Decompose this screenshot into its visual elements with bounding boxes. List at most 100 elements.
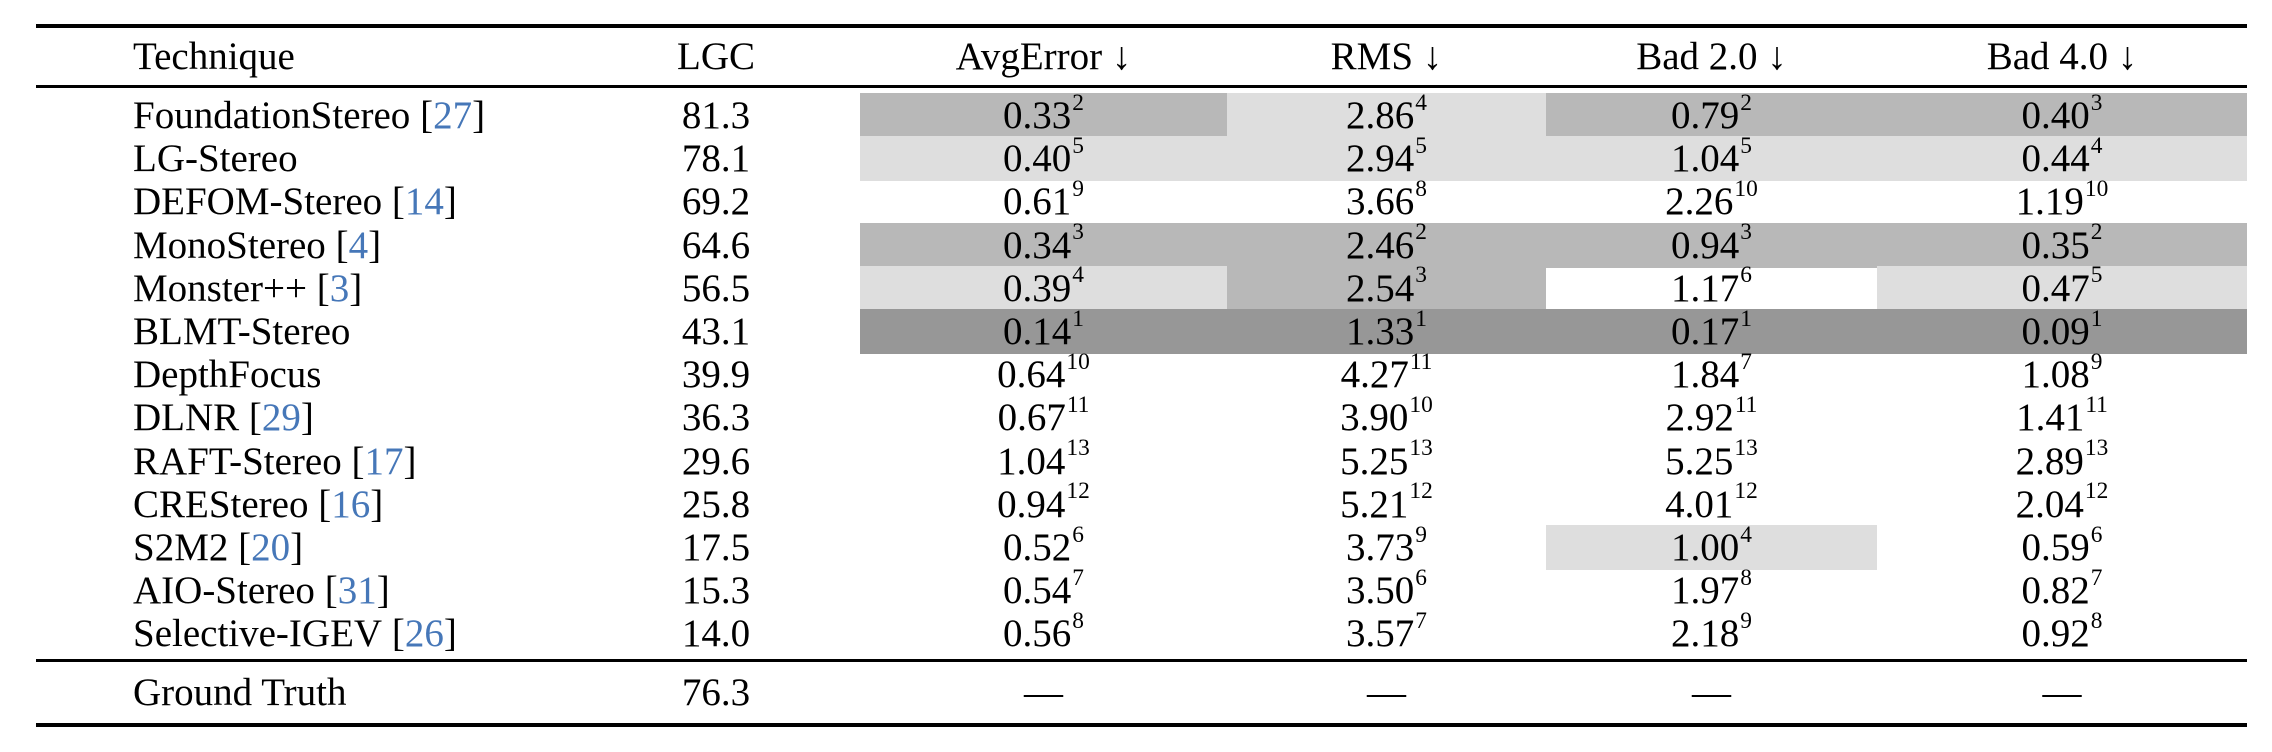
lgc-cell: 17.5 <box>681 525 751 569</box>
metric-value: 1.19 <box>2015 180 2084 224</box>
citation-bracket: [ <box>306 266 330 310</box>
citation-bracket: [ <box>239 396 262 440</box>
metric-cell: 0.82 7 <box>2021 564 2103 613</box>
metric-cell: 0.64 10 <box>997 348 1090 397</box>
metric-cell: 5.25 13 <box>1340 435 1433 483</box>
metric-cell: 5.21 12 <box>1340 478 1433 526</box>
metric-value: 0.40 <box>1003 137 1072 181</box>
metric-value: 0.09 <box>2021 309 2090 353</box>
citation-link[interactable]: 3 <box>329 266 350 310</box>
technique-cell: AIO-Stereo [31] <box>36 568 572 613</box>
metric-value: 3.66 <box>1346 180 1415 224</box>
technique-name: LG-Stereo <box>133 137 298 181</box>
column-header-lgc: LGC <box>677 35 755 78</box>
lgc-cell: 78.1 <box>681 137 751 181</box>
table-row: S2M2 [20] 17.5 0.52 6 3.73 9 1.00 4 0.59 6 <box>36 521 2247 570</box>
citation-link[interactable]: 26 <box>404 612 444 656</box>
technique-name: Ground Truth <box>133 671 347 715</box>
metric-cell: 3.90 10 <box>1340 391 1433 440</box>
metric-cell: 3.66 8 <box>1346 176 1427 224</box>
metric-value: 1.04 <box>997 439 1066 483</box>
metric-cell: 0.56 8 <box>1003 607 1084 656</box>
lgc-cell: 43.1 <box>681 309 751 353</box>
technique-cell: LG-Stereo <box>36 136 572 181</box>
metric-cell: 0.92 8 <box>2021 607 2103 656</box>
technique-name: CREStereo <box>133 482 309 526</box>
metric-value: 0.94 <box>997 482 1066 526</box>
citation-bracket: ] <box>370 482 384 526</box>
citation-bracket: [ <box>325 223 349 267</box>
table-row: CREStereo [16] 25.8 0.94 12 5.21 12 4.01 12 2.04… <box>36 478 2247 526</box>
metric-cell: 0.47 5 <box>1877 264 2247 311</box>
technique-name: MonoStereo <box>133 223 326 267</box>
citation-bracket: ] <box>300 396 314 440</box>
citation-bracket: [ <box>341 439 365 483</box>
metric-cell: 0.67 11 <box>997 391 1090 440</box>
ground-truth-row: Ground Truth 76.3 — — — — <box>36 662 2247 723</box>
citation-link[interactable]: 31 <box>337 569 377 613</box>
citation-bracket: ] <box>290 525 304 569</box>
technique-cell: Monster++ [3] <box>36 266 572 311</box>
metric-cell: 2.04 12 <box>2015 478 2109 526</box>
citation-link[interactable]: 20 <box>251 525 291 569</box>
table-row: AIO-Stereo [31] 15.3 0.54 7 3.50 6 1.97 8 0.82 7 <box>36 564 2247 613</box>
metric-value: 3.73 <box>1346 525 1415 569</box>
citation-link[interactable]: 27 <box>433 94 473 137</box>
citation-bracket: [ <box>228 525 252 569</box>
citation-link[interactable]: 4 <box>348 223 369 267</box>
metric-value: 1.41 <box>2016 396 2085 440</box>
citation-bracket: [ <box>308 482 332 526</box>
metric-cell: 1.17 6 <box>1671 262 1752 310</box>
metric-cell: 2.92 11 <box>1665 391 1758 440</box>
lgc-cell: 29.6 <box>681 439 751 483</box>
citation-link[interactable]: 29 <box>261 396 301 440</box>
metric-value: 4.01 <box>1665 482 1734 526</box>
table-row: RAFT-Stereo [17] 29.6 1.04 13 5.25 13 5.25 13 2.… <box>36 435 2247 483</box>
metric-value: 5.25 <box>1665 439 1734 483</box>
technique-cell: Selective-IGEV [26] <box>36 611 572 656</box>
citation-link[interactable]: 14 <box>404 180 444 224</box>
column-header-technique: Technique <box>133 35 295 78</box>
metric-value: 0.67 <box>997 396 1066 440</box>
citation-bracket: ] <box>349 266 363 310</box>
metric-value: 2.92 <box>1665 396 1734 440</box>
metric-value: 2.46 <box>1346 223 1415 267</box>
metric-value: 2.94 <box>1346 137 1415 181</box>
top-rule <box>36 24 2247 28</box>
citation-bracket: ] <box>443 180 457 224</box>
citation-bracket: [ <box>314 569 338 613</box>
citation-link[interactable]: 17 <box>364 439 404 483</box>
citation-link[interactable]: 16 <box>331 482 371 526</box>
metric-cell: 0.61 9 <box>1003 176 1084 224</box>
technique-cell: DepthFocus <box>36 352 572 397</box>
technique-name: BLMT-Stereo <box>133 309 351 353</box>
lgc-cell: 14.0 <box>681 612 751 656</box>
metric-value: 0.44 <box>2021 137 2090 181</box>
lgc-cell: 15.3 <box>681 569 751 613</box>
metric-cell: 0.79 2 <box>1546 91 1877 138</box>
metric-value: 0.79 <box>1671 94 1740 137</box>
metric-value: 1.33 <box>1346 309 1415 353</box>
table-row: DLNR [29] 36.3 0.67 11 3.90 10 2.92 11 1.41 11 <box>36 391 2247 440</box>
metric-cell: 0.94 3 <box>1546 221 1877 268</box>
technique-cell: Ground Truth <box>36 662 572 723</box>
metric-cell: 0.59 6 <box>2021 521 2103 569</box>
metric-value: 0.40 <box>2021 94 2090 137</box>
citation-bracket: ] <box>443 612 457 656</box>
table-row: FoundationStereo [27] 81.3 0.33 2 2.86 4 0.79 2… <box>36 91 2247 138</box>
technique-cell: FoundationStereo [27] <box>36 93 572 138</box>
metric-cell: — <box>1692 671 1731 715</box>
table-body: FoundationStereo [27] 81.3 0.33 2 2.86 4 0.79 2… <box>36 91 2247 656</box>
metric-cell: 2.89 13 <box>2015 435 2109 483</box>
metric-cell: — <box>1024 671 1063 715</box>
technique-name: Monster++ <box>133 266 307 310</box>
column-header-rms: RMS ↓ <box>1330 35 1443 78</box>
citation-bracket: ] <box>376 569 390 613</box>
metric-cell: — <box>2042 671 2082 715</box>
metric-value: 4.27 <box>1340 353 1409 397</box>
benchmark-table: Technique LGC AvgError ↓ RMS ↓ Bad 2.0 ↓… <box>36 24 2247 728</box>
metric-cell: 4.27 11 <box>1340 348 1433 397</box>
metric-value: 1.84 <box>1671 353 1740 397</box>
metric-value: 5.25 <box>1340 439 1409 483</box>
